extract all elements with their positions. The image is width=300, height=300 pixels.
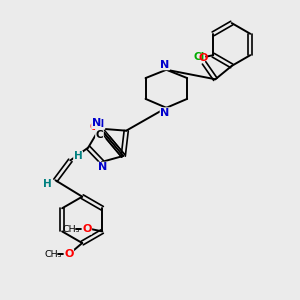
Text: N: N [98, 162, 107, 172]
Text: O: O [64, 249, 74, 259]
Text: N: N [160, 108, 170, 118]
Text: CH₃: CH₃ [45, 250, 62, 259]
Text: Cl: Cl [194, 52, 205, 62]
Text: H: H [74, 151, 82, 161]
Text: N: N [95, 119, 105, 129]
Text: O: O [82, 224, 92, 234]
Text: O: O [89, 122, 99, 132]
Text: N: N [160, 60, 170, 70]
Text: H: H [44, 179, 52, 189]
Text: CH₃: CH₃ [63, 225, 80, 234]
Text: N: N [92, 118, 101, 128]
Text: C: C [96, 130, 103, 140]
Text: O: O [199, 52, 208, 63]
